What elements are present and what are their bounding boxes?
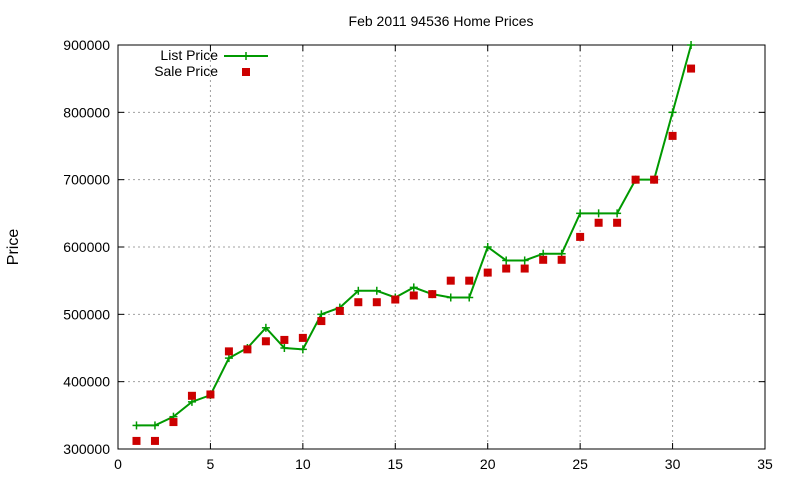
y-tick-label: 400000 xyxy=(63,374,110,390)
data-point xyxy=(631,175,640,184)
data-point xyxy=(298,333,307,342)
y-tick-label: 300000 xyxy=(63,441,110,457)
data-point xyxy=(465,293,474,302)
data-point xyxy=(687,41,696,49)
legend-swatches xyxy=(224,52,268,76)
data-point xyxy=(187,391,196,400)
x-tick-label: 15 xyxy=(387,456,403,472)
data-point xyxy=(668,131,677,140)
x-tick-label: 35 xyxy=(757,456,773,472)
y-axis-label: Price xyxy=(5,229,22,266)
data-point xyxy=(150,436,159,445)
data-point xyxy=(132,436,141,445)
data-point xyxy=(650,175,659,184)
legend-swatch-sale-price xyxy=(242,68,250,76)
data-point xyxy=(391,295,400,304)
axis-ticks: 0 5 10 15 20 25 30 35 300000 400000 500000 600000 70… xyxy=(63,37,773,472)
legend-marker-list-price xyxy=(242,52,250,60)
data-point xyxy=(298,345,307,354)
data-point xyxy=(576,209,585,218)
data-point xyxy=(372,286,381,295)
series-layer xyxy=(132,41,696,445)
data-point xyxy=(428,290,437,299)
data-point xyxy=(502,256,511,265)
chart-title: Feb 2011 94536 Home Prices xyxy=(349,13,534,29)
series-0 xyxy=(132,41,696,430)
x-tick-label: 30 xyxy=(665,456,681,472)
data-point xyxy=(483,268,492,277)
y-tick-label: 500000 xyxy=(63,306,110,322)
y-tick-label: 700000 xyxy=(63,172,110,188)
data-point xyxy=(594,209,603,218)
data-point xyxy=(409,291,418,300)
data-point xyxy=(613,218,622,227)
series-line xyxy=(136,44,693,427)
data-point xyxy=(465,276,474,285)
data-point xyxy=(668,108,677,117)
data-point xyxy=(150,421,159,430)
x-tick-label: 5 xyxy=(207,456,215,472)
x-tick-label: 20 xyxy=(480,456,496,472)
data-point xyxy=(354,298,363,307)
legend-label-sale-price: Sale Price xyxy=(154,63,218,79)
legend: List Price Sale Price xyxy=(154,47,268,79)
data-point xyxy=(206,390,215,399)
data-point xyxy=(613,209,622,218)
data-point xyxy=(261,323,270,332)
series-1 xyxy=(132,64,696,445)
data-point xyxy=(280,335,289,344)
data-point xyxy=(132,421,141,430)
x-tick-label: 25 xyxy=(572,456,588,472)
data-point xyxy=(169,418,178,427)
grid xyxy=(118,45,765,449)
data-point xyxy=(224,347,233,356)
data-point xyxy=(446,276,455,285)
data-point xyxy=(409,283,418,292)
legend-label-list-price: List Price xyxy=(160,47,218,63)
y-tick-label: 800000 xyxy=(63,104,110,120)
data-point xyxy=(335,306,344,315)
data-point xyxy=(557,255,566,264)
data-point xyxy=(687,64,696,73)
data-point xyxy=(261,337,270,346)
data-point xyxy=(539,255,548,264)
data-point xyxy=(317,310,326,319)
data-point xyxy=(372,298,381,307)
plot-frame xyxy=(117,44,766,450)
data-point xyxy=(594,218,603,227)
data-point xyxy=(502,264,511,273)
y-tick-label: 600000 xyxy=(63,239,110,255)
data-point xyxy=(280,344,289,352)
data-point xyxy=(446,293,455,302)
data-point xyxy=(317,317,326,326)
x-tick-label: 10 xyxy=(295,456,311,472)
x-tick-label: 0 xyxy=(114,456,122,472)
data-point xyxy=(224,354,233,363)
data-point xyxy=(520,264,529,273)
data-point xyxy=(243,345,252,354)
y-tick-label: 900000 xyxy=(63,37,110,53)
data-point xyxy=(576,232,585,241)
data-point xyxy=(483,243,492,251)
data-point xyxy=(354,286,363,295)
data-point xyxy=(520,256,529,265)
